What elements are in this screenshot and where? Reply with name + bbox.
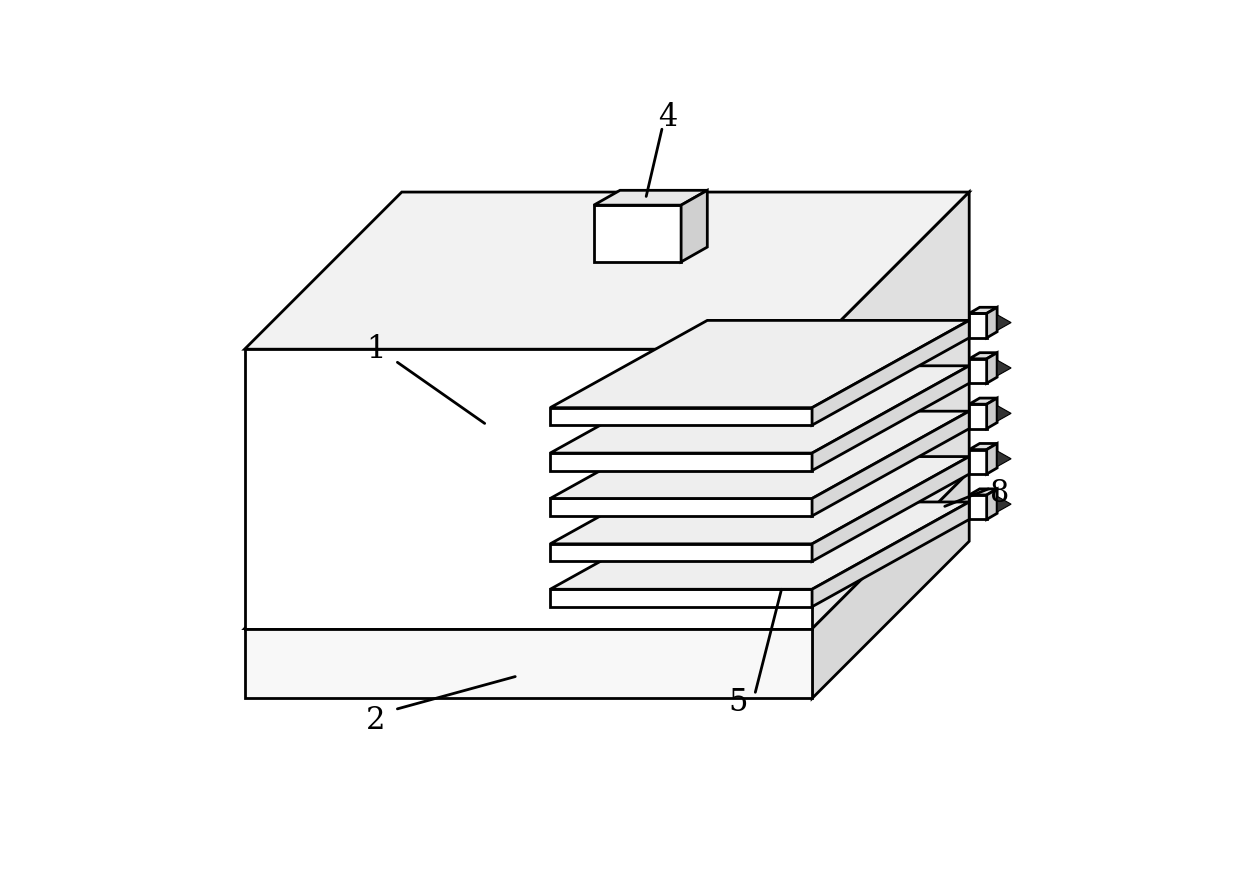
Polygon shape [244, 629, 812, 698]
Polygon shape [987, 489, 997, 519]
Polygon shape [970, 450, 987, 474]
Polygon shape [551, 502, 970, 589]
Polygon shape [997, 496, 1011, 512]
Polygon shape [970, 443, 997, 450]
Polygon shape [551, 457, 970, 544]
Polygon shape [997, 405, 1011, 422]
Polygon shape [812, 366, 970, 471]
Polygon shape [970, 313, 987, 338]
Polygon shape [812, 320, 970, 425]
Polygon shape [970, 495, 987, 519]
Polygon shape [812, 457, 970, 561]
Polygon shape [970, 353, 997, 359]
Text: 4: 4 [658, 102, 677, 134]
Polygon shape [987, 398, 997, 429]
Polygon shape [551, 589, 812, 607]
Polygon shape [551, 498, 812, 516]
Polygon shape [551, 453, 812, 471]
Polygon shape [244, 192, 970, 349]
Polygon shape [812, 411, 970, 516]
Polygon shape [970, 489, 997, 495]
Polygon shape [594, 205, 681, 262]
Polygon shape [812, 471, 970, 698]
Polygon shape [970, 359, 987, 383]
Polygon shape [551, 320, 970, 408]
Polygon shape [812, 502, 970, 607]
Polygon shape [997, 361, 1011, 376]
Polygon shape [551, 411, 970, 498]
Polygon shape [987, 353, 997, 383]
Polygon shape [244, 471, 970, 629]
Text: 5: 5 [728, 687, 748, 718]
Text: 2: 2 [366, 705, 386, 736]
Polygon shape [997, 450, 1011, 466]
Polygon shape [987, 307, 997, 338]
Polygon shape [594, 190, 707, 205]
Text: 1: 1 [366, 333, 386, 365]
Polygon shape [987, 443, 997, 474]
Polygon shape [812, 192, 970, 629]
Polygon shape [551, 408, 812, 425]
Polygon shape [551, 366, 970, 453]
Polygon shape [970, 307, 997, 313]
Polygon shape [970, 404, 987, 429]
Polygon shape [551, 544, 812, 561]
Polygon shape [970, 398, 997, 404]
Polygon shape [681, 190, 707, 262]
Polygon shape [997, 314, 1011, 331]
Text: 8: 8 [990, 478, 1009, 509]
Polygon shape [244, 349, 812, 629]
